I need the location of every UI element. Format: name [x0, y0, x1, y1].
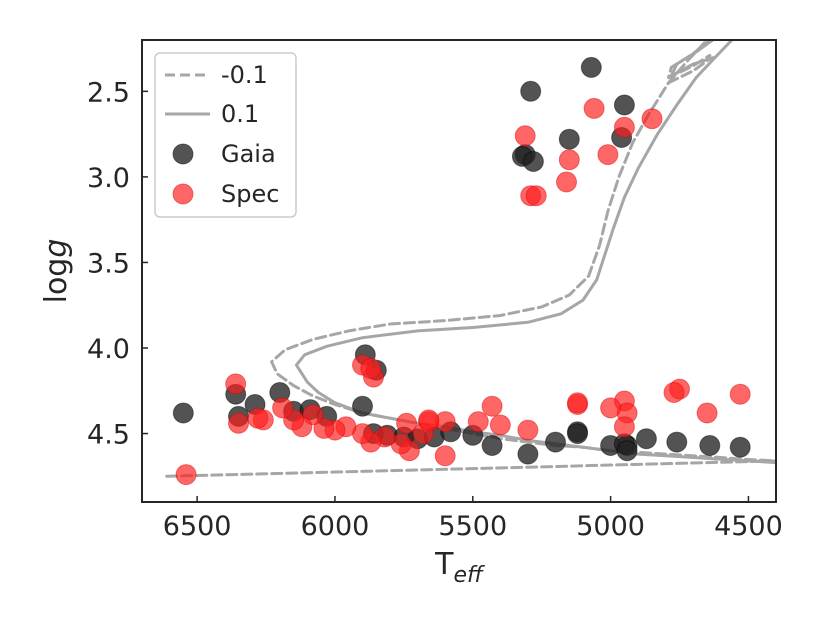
spec-point	[525, 185, 547, 207]
legend-box	[154, 52, 297, 218]
y-axis: 2.5 3.0 3.5 4.0 4.5	[87, 77, 148, 451]
spec-point	[641, 108, 663, 130]
spec-point	[600, 397, 622, 419]
plot-marks	[165, 40, 776, 486]
gaia-point	[699, 435, 721, 456]
spec-point	[696, 402, 718, 424]
y-tick-label: 3.5	[87, 248, 130, 279]
gaia-point	[580, 56, 602, 78]
gaia-point	[352, 395, 373, 417]
y-tick-label: 4.5	[87, 420, 130, 451]
spec-point	[729, 383, 751, 405]
y-tick-label: 3.0	[87, 163, 130, 194]
gaia-point	[666, 431, 688, 453]
spec-point	[556, 171, 577, 193]
gaia-point	[517, 443, 539, 465]
legend-gaia-marker	[172, 143, 194, 165]
y-axis-label-variable: g	[39, 239, 74, 258]
gaia-point	[616, 440, 638, 462]
spec-point	[583, 97, 605, 119]
y-tick-label: 2.5	[87, 77, 130, 108]
x-axis-label: Teff	[434, 547, 485, 588]
spec-point	[613, 116, 635, 138]
spec-point	[396, 412, 418, 434]
x-tick-label: 4500	[714, 511, 783, 542]
spec-point	[481, 395, 503, 417]
y-tick-label: 4.0	[87, 334, 130, 365]
gaia-point	[522, 151, 544, 172]
spec-point	[175, 464, 197, 486]
spec-point	[272, 397, 294, 419]
gaia-point	[172, 402, 194, 424]
spec-point	[313, 417, 335, 439]
spec-point	[360, 358, 382, 379]
isochrone-line-solid-3	[669, 40, 717, 78]
spec-point	[514, 125, 536, 147]
spec-point	[489, 414, 511, 436]
y-axis-label-prefix: log	[39, 258, 74, 304]
gaia-point	[545, 431, 566, 453]
legend-label-spec: Spec	[221, 180, 279, 208]
x-axis: 6500 6000 5500 5000 4500	[163, 496, 783, 542]
gaia-point	[520, 80, 542, 102]
legend-spec-marker	[172, 183, 194, 205]
x-tick-label: 6500	[163, 511, 232, 542]
gaia-point	[567, 423, 588, 445]
spec-point	[247, 407, 269, 429]
axes-frame	[141, 39, 777, 503]
x-tick-label: 5500	[438, 511, 507, 542]
gaia-point	[729, 436, 751, 458]
spec-point	[467, 411, 489, 433]
x-axis-label-subscript: eff	[453, 563, 485, 588]
spec-point	[225, 373, 247, 395]
spec-point	[228, 412, 249, 434]
spec-point	[434, 445, 456, 467]
spec-point	[613, 416, 635, 438]
spec-point	[567, 392, 588, 414]
spec-point	[517, 419, 539, 441]
plot-area	[165, 40, 776, 486]
spec-point	[558, 149, 580, 171]
x-tick-label: 6000	[301, 511, 370, 542]
y-axis-label: logg	[39, 239, 74, 304]
x-tick-label: 5000	[576, 511, 645, 542]
legend-label-minus-0-1: -0.1	[221, 61, 268, 89]
legend-label-gaia: Gaia	[221, 140, 276, 168]
gaia-point	[481, 435, 503, 456]
spec-point	[597, 144, 619, 166]
spec-point	[663, 382, 685, 403]
gaia-point	[635, 428, 657, 450]
spec-point	[418, 409, 440, 431]
legend: -0.1 0.1 Gaia Spec	[154, 52, 297, 218]
x-axis-label-main: T	[434, 547, 454, 582]
legend-label-plus-0-1: 0.1	[221, 100, 259, 128]
gaia-point	[558, 128, 580, 150]
gaia-point	[613, 94, 635, 116]
